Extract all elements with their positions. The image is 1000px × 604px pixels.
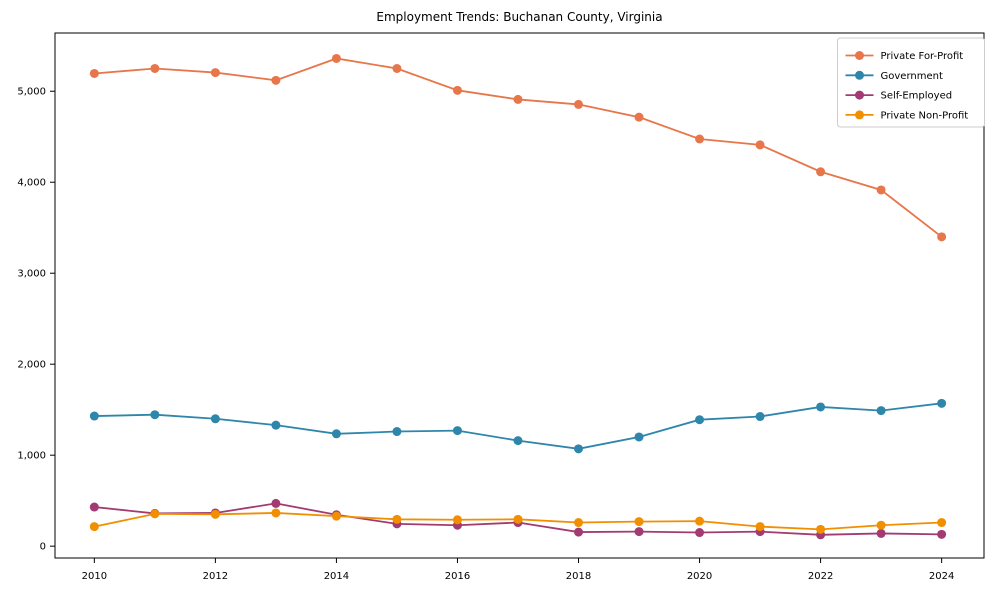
data-point — [331, 429, 341, 439]
data-point — [695, 415, 705, 425]
legend-label: Private Non-Profit — [881, 110, 969, 121]
chart-title: Employment Trends: Buchanan County, Virg… — [376, 10, 662, 24]
data-point — [271, 75, 281, 85]
x-tick-label: 2012 — [203, 571, 228, 582]
y-axis: 0 1,000 2,000 3,000 4,000 5,000 — [17, 87, 55, 553]
data-point — [89, 502, 99, 512]
data-point — [331, 53, 341, 63]
x-tick-label: 2022 — [808, 571, 833, 582]
y-tick-label: 2,000 — [17, 360, 46, 371]
series-layer — [89, 53, 947, 540]
data-point — [452, 515, 462, 525]
data-point — [755, 522, 765, 532]
data-point — [89, 522, 99, 532]
legend-swatch-marker — [855, 90, 864, 100]
data-point — [271, 420, 281, 430]
data-point — [210, 509, 220, 519]
data-point — [574, 527, 584, 537]
y-tick-label: 3,000 — [17, 269, 46, 280]
y-tick-label: 1,000 — [17, 451, 46, 462]
data-point — [937, 232, 947, 242]
y-tick-label: 0 — [40, 542, 46, 553]
x-tick-label: 2024 — [929, 571, 954, 582]
x-tick-label: 2010 — [82, 571, 107, 582]
legend-swatch-marker — [855, 51, 864, 60]
x-tick-label: 2016 — [445, 571, 470, 582]
data-point — [210, 68, 220, 78]
data-point — [755, 412, 765, 422]
x-tick-label: 2020 — [687, 571, 712, 582]
plot-border — [54, 32, 985, 559]
data-point — [150, 63, 160, 73]
data-point — [513, 94, 523, 104]
data-point — [271, 498, 281, 508]
data-point — [574, 444, 584, 454]
data-point — [695, 528, 705, 538]
data-point — [634, 527, 644, 537]
legend-label: Private For-Profit — [881, 51, 964, 62]
legend-label: Self-Employed — [881, 91, 953, 102]
data-point — [816, 402, 826, 412]
data-point — [816, 167, 826, 177]
data-point — [876, 185, 886, 195]
data-point — [574, 518, 584, 528]
plot-area — [54, 32, 985, 559]
data-point — [452, 426, 462, 436]
legend: Private For-Profit Government Self-Employe… — [837, 37, 985, 128]
legend-label: Government — [881, 71, 943, 82]
data-point — [755, 140, 765, 150]
legend-swatch-marker — [855, 110, 864, 120]
data-point — [937, 529, 947, 539]
data-point — [695, 516, 705, 526]
data-point — [816, 524, 826, 534]
x-axis: 2010 2012 2014 2016 2018 2020 2022 2024 — [82, 558, 954, 582]
data-point — [876, 520, 886, 530]
data-point — [937, 518, 947, 528]
data-point — [392, 427, 402, 437]
x-tick-label: 2018 — [566, 571, 591, 582]
data-point — [634, 112, 644, 122]
data-point — [210, 414, 220, 424]
data-point — [392, 63, 402, 73]
data-point — [513, 514, 523, 524]
data-point — [331, 511, 341, 521]
legend-swatch-marker — [855, 70, 864, 80]
data-point — [89, 68, 99, 78]
data-point — [634, 432, 644, 442]
data-point — [876, 406, 886, 416]
data-point — [513, 436, 523, 446]
data-point — [574, 99, 584, 109]
data-point — [271, 508, 281, 518]
data-point — [452, 85, 462, 95]
data-point — [392, 514, 402, 524]
data-point — [150, 410, 160, 420]
y-tick-label: 5,000 — [17, 87, 46, 98]
x-tick-label: 2014 — [324, 571, 349, 582]
data-point — [634, 517, 644, 527]
legend-box — [837, 37, 985, 128]
data-point — [876, 528, 886, 538]
y-tick-label: 4,000 — [17, 178, 46, 189]
data-point — [695, 134, 705, 144]
series-line-private-for-profit — [94, 57, 943, 238]
data-point — [89, 411, 99, 421]
data-point — [150, 509, 160, 519]
data-point — [937, 398, 947, 408]
